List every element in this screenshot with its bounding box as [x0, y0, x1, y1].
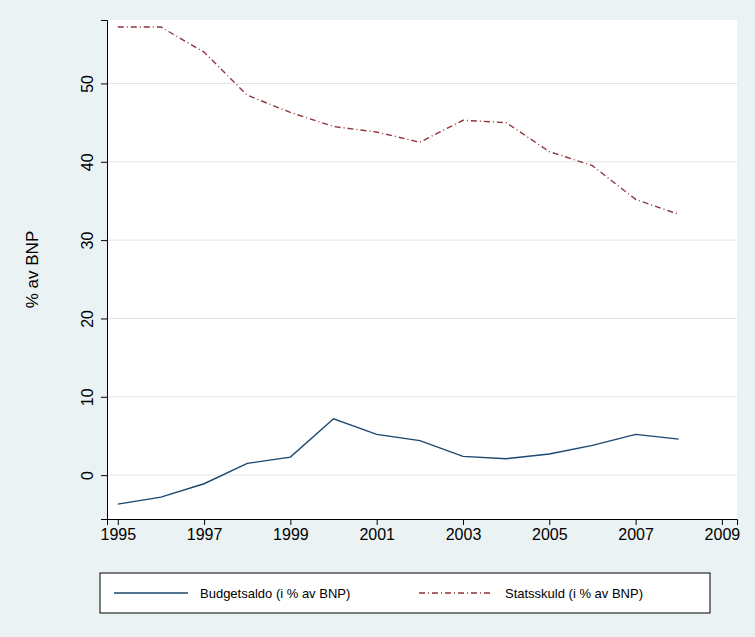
grid-line — [107, 396, 737, 397]
y-tick-mark — [101, 83, 107, 84]
x-tick: 2007 — [618, 519, 654, 543]
y-tick-label: 40 — [79, 153, 96, 171]
legend: Budgetsaldo (i % av BNP) Statsskuld (i % … — [100, 573, 710, 613]
x-tick: 2009 — [705, 519, 741, 543]
y-tick-mark — [101, 240, 107, 241]
x-tick-label: 1997 — [187, 526, 223, 543]
legend-box — [100, 573, 710, 613]
grid-line — [107, 161, 737, 162]
y-tick: 0 — [79, 471, 107, 480]
y-axis-line — [101, 21, 108, 520]
x-tick-mark — [636, 519, 637, 525]
x-tick-mark — [204, 519, 205, 525]
y-tick-label: 50 — [79, 75, 96, 93]
x-tick-mark — [118, 519, 119, 525]
x-tick-label: 2001 — [359, 526, 395, 543]
x-tick-mark — [722, 519, 723, 525]
x-tick-mark — [463, 519, 464, 525]
y-tick-label: 10 — [79, 388, 96, 406]
x-tick-mark — [549, 519, 550, 525]
x-tick: 1999 — [273, 519, 309, 543]
y-tick: 20 — [79, 310, 107, 328]
legend-swatch — [419, 592, 493, 593]
legend-label: Statsskuld (i % av BNP) — [505, 586, 643, 601]
chart: 1995 1997 1999 2001 2003 2005 2007 2009 0 10 20 30 4… — [0, 0, 755, 637]
series-line — [118, 27, 679, 214]
y-tick-label: 0 — [79, 471, 96, 480]
x-tick-label: 2009 — [705, 526, 741, 543]
x-axis: 1995 1997 1999 2001 2003 2005 2007 2009 — [100, 519, 740, 543]
y-tick: 30 — [79, 232, 107, 250]
legend-swatch — [114, 592, 188, 593]
grid-line — [107, 240, 737, 241]
legend-label: Budgetsaldo (i % av BNP) — [200, 586, 350, 601]
y-tick-label: 20 — [79, 310, 96, 328]
plot-area — [107, 20, 737, 519]
y-tick: 10 — [79, 388, 107, 406]
y-tick-mark — [101, 162, 107, 163]
y-axis: 0 10 20 30 40 50 — [79, 21, 108, 520]
x-axis-line — [108, 520, 738, 526]
y-tick-label: 30 — [79, 232, 96, 250]
x-tick: 2005 — [532, 519, 568, 543]
lines — [118, 27, 679, 504]
x-tick: 1995 — [100, 519, 136, 543]
x-tick-label: 2005 — [532, 526, 568, 543]
y-tick-mark — [101, 475, 107, 476]
x-tick-label: 1995 — [100, 526, 136, 543]
y-axis-title: % av BNP — [23, 231, 42, 308]
series-line — [118, 419, 679, 504]
y-tick: 50 — [79, 75, 107, 93]
x-tick-mark — [290, 519, 291, 525]
x-tick-label: 2007 — [618, 526, 654, 543]
grid-line — [107, 475, 737, 476]
x-tick-label: 2003 — [446, 526, 482, 543]
x-tick: 2003 — [446, 519, 482, 543]
background — [0, 0, 755, 637]
y-tick-mark — [101, 397, 107, 398]
grid — [107, 83, 737, 475]
grid-line — [107, 318, 737, 319]
grid-line — [107, 83, 737, 84]
x-tick-mark — [377, 519, 378, 525]
x-tick-label: 1999 — [273, 526, 309, 543]
x-tick: 2001 — [359, 519, 395, 543]
x-tick: 1997 — [187, 519, 223, 543]
y-tick-mark — [101, 318, 107, 319]
y-tick: 40 — [79, 153, 107, 171]
plot: 1995 1997 1999 2001 2003 2005 2007 2009 0 10 20 30 4… — [79, 20, 740, 543]
